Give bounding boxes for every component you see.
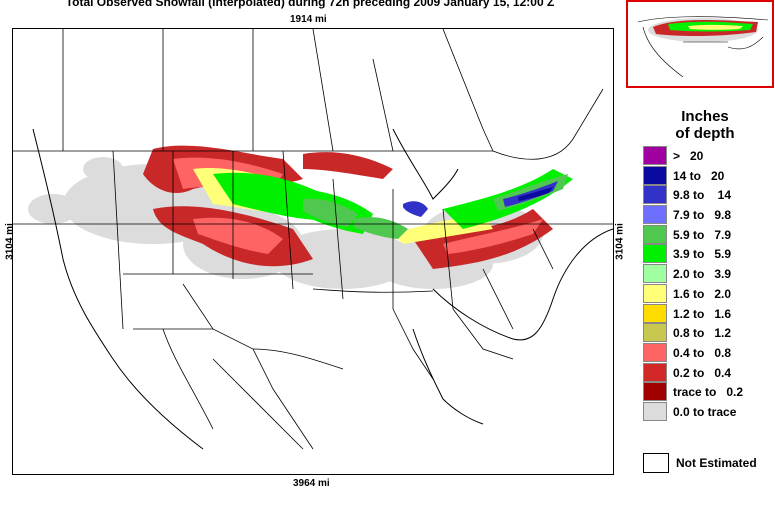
not-estimated-label: Not Estimated [676, 456, 757, 470]
legend-title-line2: of depth [675, 125, 735, 142]
legend-label: 14 to 20 [673, 168, 725, 183]
legend-item: 1.2 to 1.6 [643, 303, 773, 324]
legend-item: 9.8 to 14 [643, 185, 773, 205]
boundaries [13, 29, 613, 450]
coastline [32, 128, 613, 450]
snowfall-map[interactable] [12, 28, 614, 475]
dark-blue-band [518, 187, 553, 201]
legend-item: 0.4 to 0.8 [643, 342, 773, 363]
inset-canvas [637, 16, 769, 78]
legend-item: 0.0 to trace [643, 401, 773, 422]
legend-label: 0.8 to 1.2 [673, 326, 732, 341]
legend-label: 2.0 to 3.9 [673, 267, 732, 282]
legend-swatch [643, 342, 667, 362]
legend-item: 14 to 20 [643, 165, 773, 186]
legend-swatch [643, 224, 667, 244]
top-width-label: 1914 mi [290, 14, 327, 25]
legend-label: 0.4 to 0.8 [673, 345, 732, 360]
legend-swatch [643, 382, 667, 402]
right-height-label: 3104 mi [614, 223, 626, 260]
legend-item: 1.6 to 2.0 [643, 283, 773, 304]
legend-swatch [643, 303, 667, 323]
legend-swatch [643, 264, 667, 284]
bottom-width-label: 3964 mi [293, 478, 330, 489]
legend-label: 9.8 to 14 [673, 188, 732, 203]
legend: > 20 14 to 20 9.8 to 14 7.9 to 9.8 5.9 t… [643, 146, 773, 422]
legend-swatch [643, 165, 667, 185]
legend-item: 2.0 to 3.9 [643, 264, 773, 284]
legend-item: trace to 0.2 [643, 382, 773, 402]
legend-label: 5.9 to 7.9 [673, 227, 732, 242]
legend-label: 0.2 to 0.4 [673, 365, 732, 380]
legend-item: 3.9 to 5.9 [643, 244, 773, 264]
legend-label: 1.6 to 2.0 [673, 286, 732, 301]
legend-swatch [643, 146, 667, 165]
legend-swatch [643, 205, 667, 225]
legend-swatch [643, 283, 667, 303]
legend-swatch [643, 362, 667, 382]
legend-item: 5.9 to 7.9 [643, 224, 773, 245]
legend-swatch [643, 185, 667, 205]
legend-swatch [643, 323, 667, 343]
legend-swatch [643, 244, 667, 264]
legend-item: > 20 [643, 146, 773, 166]
not-estimated-swatch [643, 453, 669, 473]
legend-title: Inches of depth [650, 108, 760, 142]
legend-label: > 20 [673, 149, 704, 163]
legend-label: 1.2 to 1.6 [673, 306, 732, 321]
legend-label: 7.9 to 9.8 [673, 208, 732, 223]
legend-item: 0.8 to 1.2 [643, 323, 773, 343]
legend-label: 3.9 to 5.9 [673, 247, 732, 262]
legend-item: 0.2 to 0.4 [643, 362, 773, 383]
legend-swatch [643, 401, 667, 421]
map-title: Total Observed Snowfall (Interpolated) d… [65, 0, 555, 9]
legend-label: trace to 0.2 [673, 385, 744, 400]
map-canvas [13, 29, 613, 450]
legend-item: 7.9 to 9.8 [643, 205, 773, 225]
legend-label: 0.0 to trace [673, 404, 737, 419]
legend-title-line1: Inches [681, 108, 729, 125]
locator-inset-map[interactable] [626, 0, 774, 88]
